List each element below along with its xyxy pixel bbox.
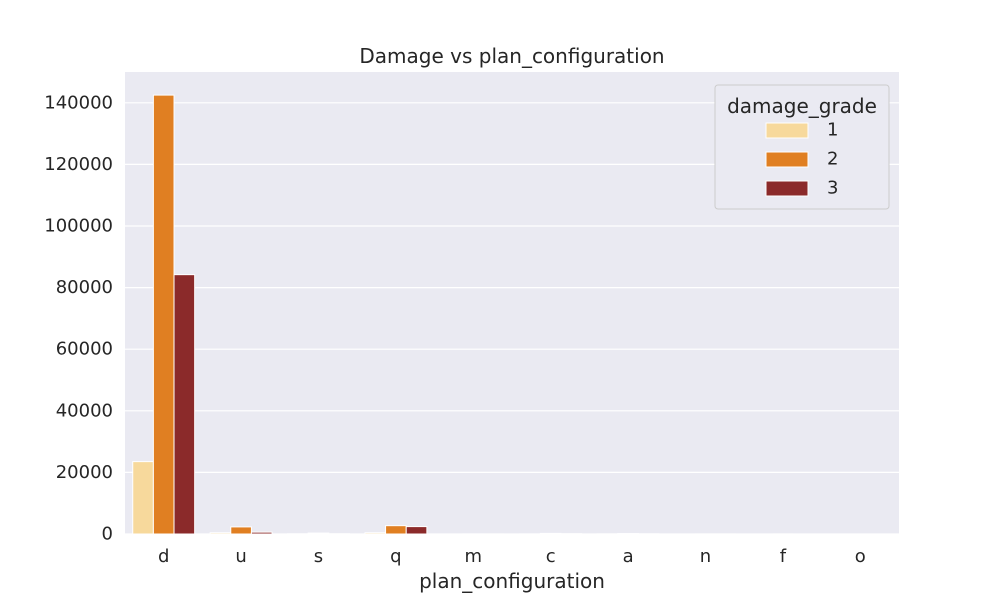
legend-label: 3 [827, 178, 838, 199]
x-tick-label: f [780, 546, 787, 567]
y-tick-label: 60000 [56, 339, 113, 360]
bar-u-grade-2 [230, 526, 252, 535]
bar-c-grade-2 [539, 532, 562, 535]
y-tick-label: 80000 [56, 277, 113, 298]
legend-items: 1 2 3 [765, 120, 838, 199]
x-tick-label: q [390, 546, 401, 567]
x-axis-title: plan_configuration [419, 569, 605, 593]
y-axis-ticks: 0 20000 40000 60000 80000 100000 120000 140000 [44, 92, 113, 544]
x-tick-label: n [700, 546, 711, 567]
x-tick-label: a [623, 546, 634, 567]
y-tick-label: 140000 [44, 92, 113, 113]
x-tick-label: o [855, 546, 866, 567]
y-tick-label: 100000 [44, 216, 113, 237]
bar-d-grade-2 [152, 94, 175, 535]
legend-box [714, 84, 890, 210]
bar-u-grade-1 [209, 532, 232, 535]
bar-q-grade-3 [405, 526, 428, 535]
legend-swatch [765, 180, 809, 197]
x-tick-label: c [546, 546, 556, 567]
y-tick-label: 20000 [56, 462, 113, 483]
x-tick-label: d [158, 546, 169, 567]
x-tick-label: m [465, 546, 483, 567]
y-tick-label: 40000 [56, 400, 113, 421]
bar-q-grade-1 [364, 532, 387, 535]
chart-title: Damage vs plan_configuration [359, 44, 664, 68]
legend: damage_grade 1 2 3 [714, 84, 890, 210]
bars [132, 94, 892, 535]
bar-d-grade-3 [173, 274, 196, 535]
legend-label: 1 [827, 120, 838, 141]
legend-swatch [765, 122, 809, 139]
y-tick-label: 0 [102, 524, 113, 545]
x-tick-label: u [235, 546, 246, 567]
legend-swatch [765, 151, 809, 168]
bar-s-grade-2 [307, 532, 330, 535]
bar-q-grade-2 [385, 525, 407, 535]
legend-title: damage_grade [727, 94, 877, 118]
bar-d-grade-1 [132, 461, 154, 535]
x-tick-label: s [314, 546, 323, 567]
bar-u-grade-3 [250, 531, 273, 535]
y-tick-label: 120000 [44, 154, 113, 175]
legend-label: 2 [827, 149, 838, 170]
